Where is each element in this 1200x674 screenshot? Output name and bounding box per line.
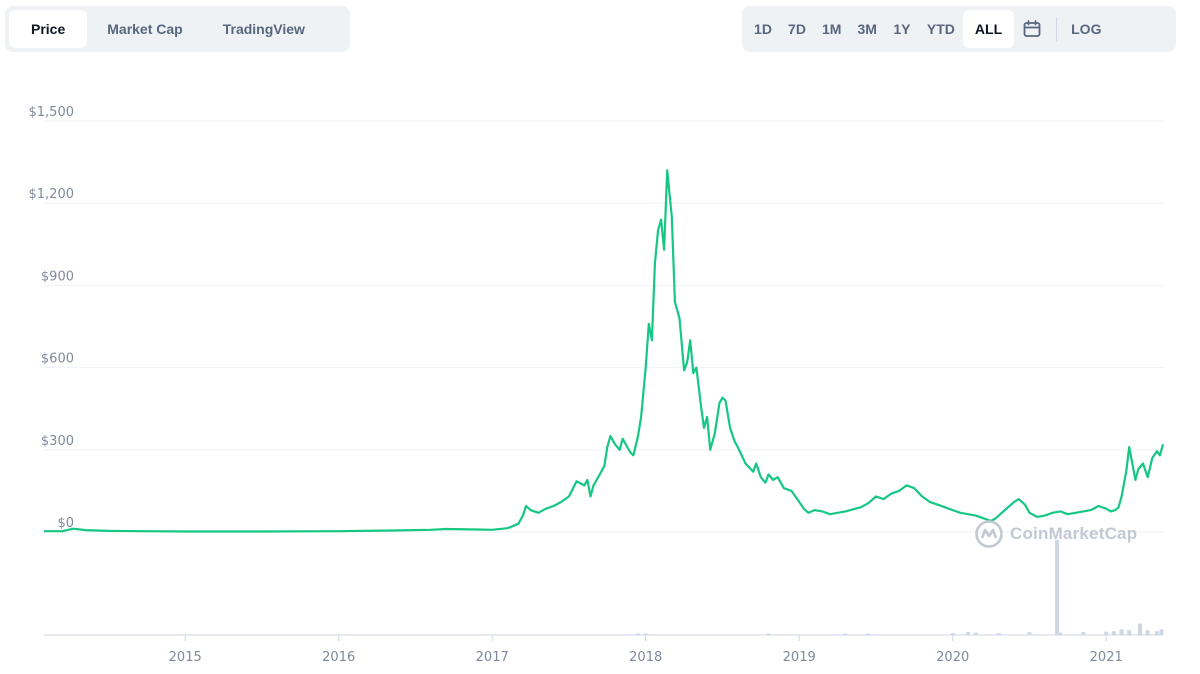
range-ytd[interactable]: YTD	[926, 21, 955, 37]
tab-tradingview[interactable]: TradingView	[222, 21, 305, 37]
x-tick-label: 2018	[629, 650, 662, 665]
volume-bar	[636, 633, 641, 635]
range-3m[interactable]: 3M	[857, 21, 877, 37]
volume-bar	[1145, 630, 1150, 635]
volume-spike-bar	[1055, 540, 1060, 635]
tab-price[interactable]: Price	[9, 10, 88, 48]
calendar-button[interactable]	[1014, 10, 1050, 48]
x-tick-label: 2019	[783, 650, 816, 665]
y-tick-label: $0	[57, 516, 74, 531]
coinmarketcap-logo-icon	[975, 520, 1003, 548]
chart-type-tabs: Price Market Cap TradingView	[5, 6, 350, 52]
volume-bar	[1081, 632, 1086, 635]
volume-bar	[996, 633, 1001, 635]
volume-bar	[950, 633, 955, 635]
log-scale-button[interactable]: LOG	[1071, 21, 1102, 37]
volume-bar	[643, 633, 648, 635]
calendar-icon	[1023, 20, 1041, 37]
range-1d[interactable]: 1D	[754, 21, 772, 37]
volume-bar	[866, 633, 871, 635]
volume-bar	[766, 633, 771, 635]
coinmarketcap-watermark: CoinMarketCap	[974, 519, 1137, 549]
y-tick-label: $1,200	[29, 187, 75, 202]
y-tick-label: $900	[41, 269, 74, 284]
watermark-text: CoinMarketCap	[1010, 524, 1138, 543]
volume-bar	[1111, 631, 1116, 635]
y-tick-label: $600	[41, 352, 74, 367]
volume-bar	[966, 632, 971, 635]
volume-bar	[1137, 623, 1142, 635]
range-1y[interactable]: 1Y	[893, 21, 911, 37]
volume-bar	[1104, 631, 1109, 635]
toolbar-divider	[1056, 17, 1058, 41]
range-1m[interactable]: 1M	[822, 21, 842, 37]
volume-bar	[1127, 630, 1132, 635]
x-tick-label: 2015	[169, 650, 202, 665]
volume-bar	[1119, 629, 1124, 635]
volume-bar	[843, 633, 848, 635]
volume-bar	[1154, 631, 1159, 635]
y-tick-label: $300	[41, 434, 74, 449]
volume-bar	[1159, 629, 1164, 635]
volume-bar	[973, 632, 978, 635]
volume-bar	[1027, 632, 1032, 635]
range-all[interactable]: ALL	[962, 10, 1015, 48]
x-tick-label: 2020	[936, 650, 969, 665]
time-range-selector: 1D 7D 1M 3M 1Y YTD ALL LOG	[742, 6, 1176, 52]
volume-bar	[1058, 632, 1063, 635]
y-tick-label: $1,500	[29, 105, 75, 120]
range-7d[interactable]: 7D	[788, 21, 806, 37]
tab-market-cap[interactable]: Market Cap	[107, 21, 183, 37]
price-line	[44, 169, 1165, 533]
x-tick-label: 2017	[476, 650, 509, 665]
x-tick-label: 2021	[1090, 650, 1123, 665]
x-tick-label: 2016	[322, 650, 355, 665]
